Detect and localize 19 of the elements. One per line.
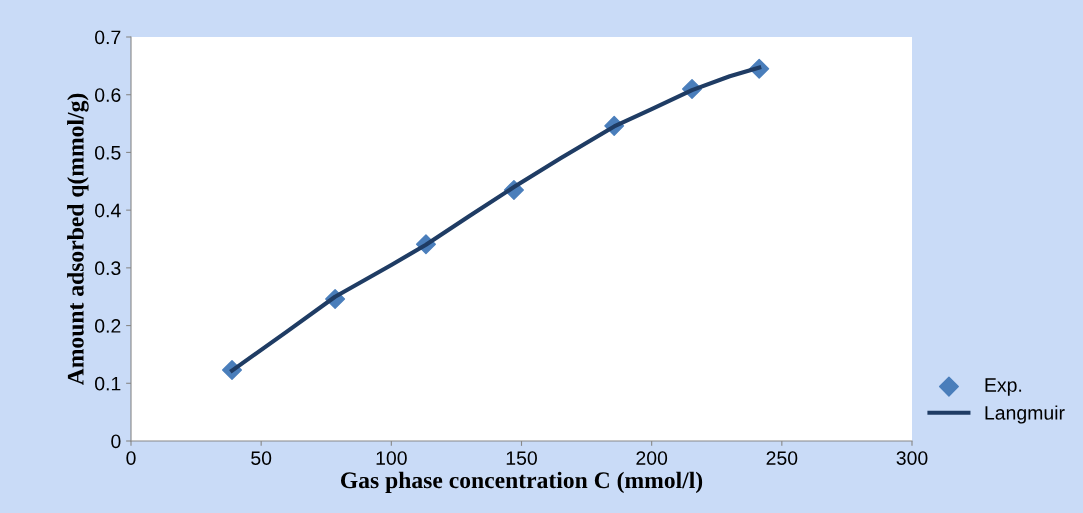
x-tick-label: 250	[766, 451, 798, 465]
x-tick-label: 50	[251, 451, 272, 465]
y-tick-label: 0.4	[95, 203, 121, 218]
legend-label: Exp.	[985, 378, 1022, 396]
y-tick-label: 0	[111, 434, 121, 449]
x-tick-label: 150	[506, 451, 537, 465]
y-tick-label: 0.5	[95, 145, 121, 160]
legend-label: Langmuir	[985, 405, 1065, 424]
y-axis-title: Amount adsorbed q(mmol/g)	[67, 93, 89, 386]
y-tick-label: 0.3	[95, 261, 121, 276]
y-tick-label: 0.7	[95, 30, 121, 45]
x-tick-label: 300	[896, 451, 928, 465]
x-tick-label: 200	[636, 451, 668, 465]
y-tick-label: 0.6	[95, 88, 121, 102]
x-axis-title: Gas phase concentration C (mmol/l)	[341, 471, 703, 494]
x-tick-label: 100	[376, 451, 407, 465]
y-tick-label: 0.1	[95, 376, 121, 391]
x-tick-label: 0	[126, 451, 136, 465]
y-tick-label: 0.2	[95, 319, 121, 333]
